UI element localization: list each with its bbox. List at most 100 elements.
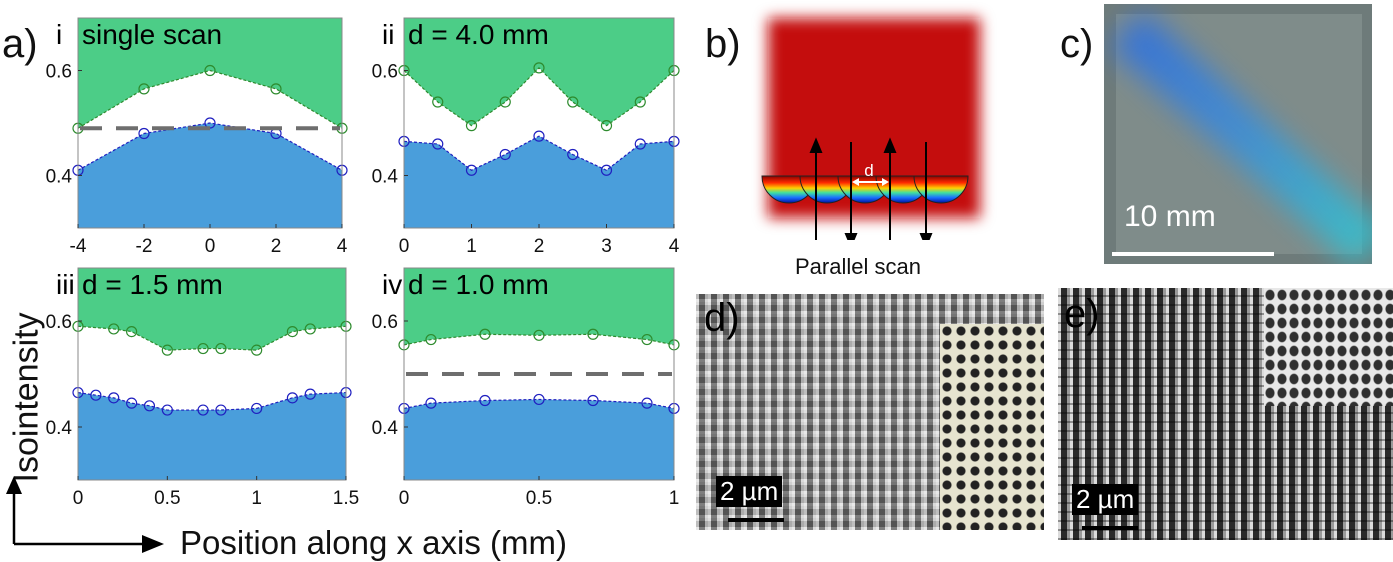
- lower-data-point: [425, 397, 437, 409]
- lower-data-point: [567, 148, 579, 161]
- upper-data-point: [587, 328, 599, 340]
- isointensity-charts: -4 -2 0 2 4 0.4 0.6 i single scan 0 1 2 3 4 0.4 0.6 ii d …: [46, 17, 680, 509]
- panel-annotation: d = 1.5 mm: [82, 269, 223, 300]
- y-tick-label: 0.4: [372, 167, 399, 188]
- lower-data-point: [138, 127, 150, 140]
- upper-data-point: [425, 333, 437, 346]
- sem-image-d: d) 2 µm: [696, 294, 1044, 530]
- panel-numeral-iv: iv: [382, 269, 402, 300]
- lower-data-point: [215, 404, 227, 416]
- chart-panel-i: -4 -2 0 2 4 0.4 0.6 i single scan: [46, 17, 348, 257]
- upper-data-point: [600, 120, 613, 132]
- panel-label-d: d): [704, 296, 740, 340]
- upper-series-line: [77, 69, 343, 129]
- upper-data-point: [108, 323, 120, 335]
- y-tick-label: 0.6: [372, 62, 398, 83]
- panel-annotation: d = 1.0 mm: [408, 269, 549, 300]
- scan-arrows: [809, 137, 933, 240]
- scale-bar-e-text: 2 µm: [1072, 484, 1139, 515]
- y-tick-label: 0.4: [46, 418, 73, 439]
- upper-data-point: [533, 62, 545, 74]
- sem-inset-d: [940, 324, 1044, 530]
- x-tick-label: 0: [205, 236, 216, 257]
- upper-data-point: [634, 96, 646, 108]
- scale-bar-d: [728, 518, 784, 522]
- x-tick-label: 1: [466, 236, 477, 257]
- lower-data-point: [600, 164, 613, 176]
- x-tick-label: 3: [601, 236, 612, 257]
- panel-label-e: e): [1064, 292, 1100, 336]
- blue-area: [78, 123, 342, 228]
- lower-data-point: [286, 392, 298, 404]
- x-tick-label: 0: [73, 488, 84, 509]
- lower-data-point: [479, 394, 491, 407]
- upper-data-point: [533, 329, 545, 341]
- y-tick-label: 0.4: [46, 167, 73, 188]
- lower-series-line: [403, 135, 675, 171]
- lower-data-point: [108, 392, 120, 404]
- lower-data-point: [533, 393, 545, 406]
- scale-bar-c-text: 10 mm: [1124, 200, 1216, 233]
- scale-bar-d-text: 2 µm: [716, 476, 783, 507]
- upper-series-line: [77, 325, 347, 351]
- spacing-d-marker: d: [852, 161, 889, 186]
- upper-series-line: [403, 333, 675, 346]
- x-tick-label: 0.5: [154, 488, 180, 509]
- panel-label-b: b): [705, 22, 741, 66]
- y-tick-label: 0.6: [372, 312, 398, 333]
- y-tick-label: 0.6: [46, 312, 72, 333]
- green-area: [404, 18, 674, 126]
- chart-panel-iv: 0 0.5 1 0.4 0.6 iv d = 1.0 mm: [372, 267, 680, 509]
- sem-inset-e: [1264, 288, 1393, 406]
- parallel-scan-label: Parallel scan: [795, 254, 921, 279]
- scale-bar-e: [1082, 526, 1138, 530]
- panel-annotation: d = 4.0 mm: [408, 19, 549, 50]
- lower-data-point: [432, 138, 444, 150]
- panel-label-a: a): [2, 22, 38, 66]
- upper-data-point: [251, 344, 263, 356]
- x-tick-label: 0.5: [526, 488, 552, 509]
- panel-numeral-iii: iii: [56, 269, 75, 300]
- upper-data-point: [138, 83, 150, 95]
- x-tick-label: 1.5: [333, 488, 359, 509]
- chart-panel-iii: 0 0.5 1 1.5 0.4 0.6 iii d = 1.5 mm: [46, 267, 359, 509]
- scan-profiles: [761, 175, 969, 204]
- panel-numeral-ii: ii: [382, 19, 394, 50]
- y-tick-label: 0.4: [372, 418, 399, 439]
- scale-bar-c: [1112, 252, 1274, 256]
- upper-data-point: [126, 326, 138, 338]
- x-tick-label: 2: [534, 236, 545, 257]
- x-tick-label: 4: [669, 236, 680, 257]
- lower-data-point: [465, 164, 478, 176]
- green-area: [404, 268, 674, 345]
- lower-data-point: [499, 148, 511, 161]
- x-tick-label: -4: [70, 236, 87, 257]
- upper-data-point: [161, 344, 173, 356]
- upper-data-point: [304, 323, 316, 335]
- spacing-d-label: d: [864, 161, 873, 180]
- lower-series-line: [77, 391, 347, 411]
- lower-data-point: [634, 138, 646, 150]
- x-axis-label: Position along x axis (mm): [180, 524, 567, 561]
- x-tick-label: 0: [399, 236, 410, 257]
- x-tick-label: -2: [136, 236, 153, 257]
- chart-panel-ii: 0 1 2 3 4 0.4 0.6 ii d = 4.0 mm: [372, 17, 680, 257]
- blue-area: [404, 136, 674, 228]
- x-tick-label: 1: [251, 488, 262, 509]
- lower-data-point: [251, 402, 263, 415]
- upper-data-point: [204, 64, 216, 77]
- upper-data-point: [432, 96, 444, 108]
- upper-data-point: [641, 333, 653, 346]
- lower-data-point: [641, 397, 653, 409]
- lower-series-line: [77, 122, 343, 171]
- sample-photo: 10 mm: [1104, 4, 1372, 264]
- x-tick-label: 0: [399, 488, 410, 509]
- lower-data-point: [197, 404, 209, 416]
- upper-data-point: [286, 326, 298, 338]
- lower-data-point: [143, 400, 156, 412]
- lower-data-point: [161, 404, 173, 416]
- lower-data-point: [587, 394, 599, 407]
- blue-area: [78, 392, 346, 480]
- x-tick-label: 2: [271, 236, 282, 257]
- x-tick-label: 1: [669, 488, 680, 509]
